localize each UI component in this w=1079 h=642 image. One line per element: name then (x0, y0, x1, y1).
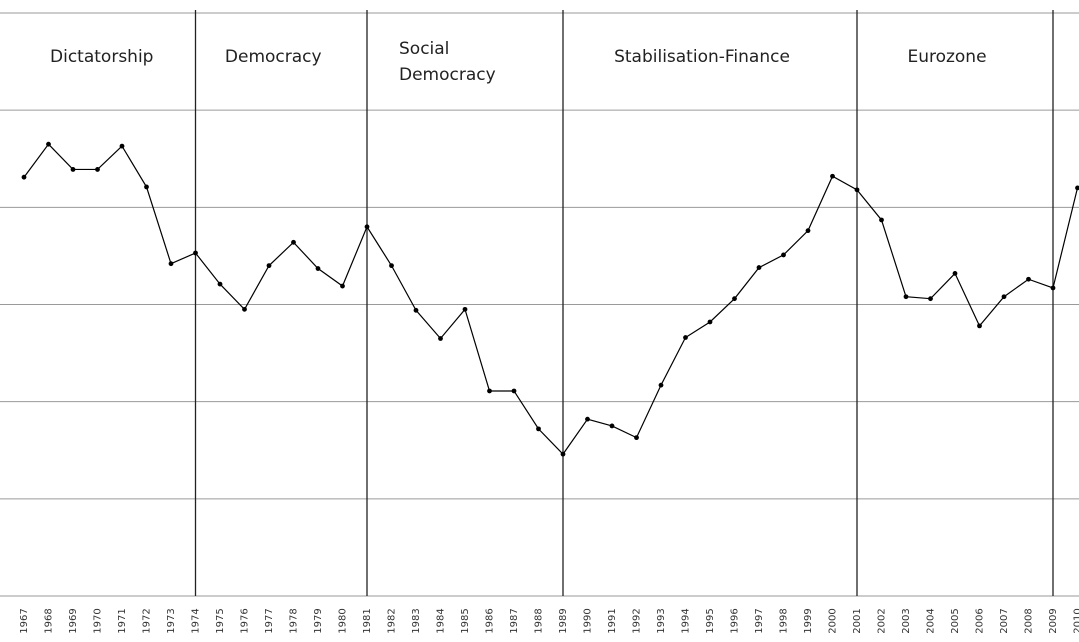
x-tick-label: 1970 (93, 608, 104, 633)
x-tick-label: 1994 (681, 608, 692, 633)
data-point (854, 187, 860, 193)
x-tick-label: 1982 (387, 608, 398, 633)
x-tick-label: 1973 (166, 608, 177, 633)
data-line (23, 143, 1079, 456)
x-tick-label: 1998 (779, 608, 790, 633)
data-point (511, 388, 517, 394)
x-tick-label: 1983 (411, 608, 422, 633)
x-tick-label: 2005 (950, 608, 961, 633)
x-tick-label: 1967 (19, 608, 30, 633)
x-tick-label: 1990 (583, 608, 594, 633)
data-point (242, 306, 247, 312)
x-tick-label: 1979 (313, 608, 324, 633)
data-point (1075, 185, 1079, 191)
data-point (364, 224, 370, 230)
data-point (609, 423, 615, 429)
data-point (879, 217, 884, 223)
data-point (487, 388, 492, 394)
x-tick-label: 2009 (1048, 608, 1059, 633)
data-point (707, 319, 713, 325)
period-label: Democracy (225, 47, 322, 67)
x-tick-label: 1984 (436, 608, 447, 633)
data-point (315, 266, 321, 271)
x-tick-label: 2004 (926, 608, 937, 633)
data-point (1050, 285, 1056, 291)
data-point (168, 261, 174, 267)
period-label: Stabilisation-Finance (614, 47, 790, 67)
period-label: Dictatorship (50, 47, 153, 67)
data-point (634, 435, 639, 441)
data-point (903, 294, 909, 300)
x-tick-label: 2001 (852, 608, 863, 633)
data-point (560, 451, 566, 457)
x-tick-label: 1992 (632, 608, 643, 633)
x-tick-label: 1995 (705, 608, 716, 633)
x-tick-label: 1985 (460, 608, 471, 633)
x-tick-label: 2000 (828, 608, 839, 633)
data-point (830, 173, 835, 179)
x-tick-label: 1975 (215, 608, 226, 633)
data-point (658, 382, 664, 388)
data-point (1001, 294, 1007, 300)
data-point (952, 271, 958, 276)
data-point (70, 167, 76, 172)
period-label: Eurozone (907, 47, 986, 67)
x-tick-label: 1987 (509, 608, 520, 633)
x-tick-label: 1991 (607, 608, 618, 633)
data-point (805, 228, 811, 234)
x-tick-label: 2008 (1024, 608, 1035, 633)
x-tick-label: 1976 (240, 608, 251, 633)
data-point (144, 184, 149, 190)
data-point (95, 167, 100, 172)
x-tick-label: 1980 (338, 608, 349, 633)
data-point (462, 306, 468, 312)
x-tick-label: 2010 (1073, 608, 1079, 633)
data-point (585, 416, 590, 422)
data-point (781, 252, 786, 258)
x-tick-label: 1974 (191, 608, 202, 633)
data-point (683, 335, 688, 340)
x-tick-label: 1977 (264, 608, 275, 633)
data-point (536, 426, 541, 432)
data-point (1026, 276, 1031, 282)
data-point (756, 265, 762, 270)
x-tick-label: 1993 (656, 608, 667, 633)
x-tick-label: 1988 (534, 608, 545, 633)
data-point (438, 336, 443, 341)
data-point (732, 296, 737, 302)
data-point (340, 283, 345, 289)
x-tick-label: 1996 (730, 608, 741, 633)
x-tick-label: 1989 (558, 608, 569, 633)
period-label: Social Democracy (399, 39, 496, 85)
x-tick-label: 2002 (877, 608, 888, 633)
data-point (413, 307, 419, 313)
data-point (217, 281, 223, 287)
x-tick-label: 1972 (142, 608, 153, 633)
data-point (21, 174, 27, 180)
data-point (928, 296, 933, 302)
x-tick-label: 1997 (754, 608, 765, 633)
x-tick-label: 1968 (44, 608, 55, 633)
x-tick-label: 1969 (68, 608, 79, 633)
x-tick-label: 1981 (362, 608, 373, 633)
x-tick-label: 1971 (117, 608, 128, 633)
x-tick-label: 2003 (901, 608, 912, 633)
data-point (977, 323, 982, 329)
x-tick-label: 2007 (999, 608, 1010, 633)
data-point (193, 250, 198, 256)
data-point (119, 143, 125, 149)
data-point (266, 263, 272, 269)
x-tick-label: 2006 (975, 608, 986, 633)
data-point (46, 141, 51, 147)
x-tick-label: 1999 (803, 608, 814, 633)
data-point (389, 263, 394, 269)
x-tick-label: 1978 (289, 608, 300, 633)
data-point (291, 239, 296, 245)
x-tick-label: 1986 (485, 608, 496, 633)
